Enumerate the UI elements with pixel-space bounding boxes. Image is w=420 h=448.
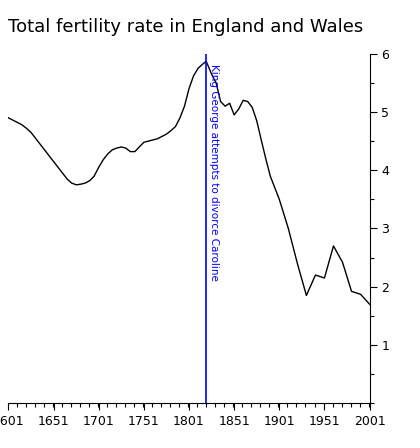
Text: King George attempts to divorce Caroline: King George attempts to divorce Caroline <box>209 64 219 281</box>
Text: Total fertility rate in England and Wales: Total fertility rate in England and Wale… <box>8 18 364 36</box>
